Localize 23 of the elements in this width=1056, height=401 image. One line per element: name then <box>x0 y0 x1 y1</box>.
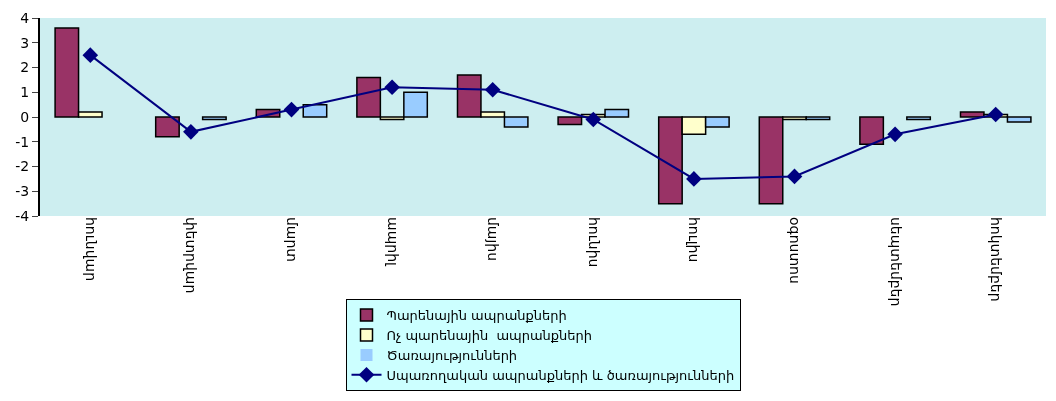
y-tick-label: -2 <box>15 158 30 175</box>
legend-label: Ոչ պարենային ապրանքների <box>386 328 593 344</box>
legend-label: Պարենային ապրանքների <box>386 308 567 324</box>
x-tick-label: հոկտեմբեր <box>988 217 1005 302</box>
x-tick-label: հունվար <box>82 217 99 282</box>
y-tick-label: 4 <box>20 9 30 26</box>
legend-label: Սպառողական ապրանքների և ծառայությունների <box>386 367 735 383</box>
y-tick-label: -1 <box>15 133 30 150</box>
y-tick-label: 2 <box>20 59 30 76</box>
y-tick-label: -3 <box>15 183 30 200</box>
x-tick-label: փետրվար <box>183 217 200 294</box>
y-tick-label: 0 <box>20 108 30 125</box>
y-tick-label: 3 <box>20 34 30 51</box>
x-tick-label: հուլիս <box>686 217 703 263</box>
x-tick-label: մայիս <box>485 217 502 262</box>
x-tick-label: հունիս <box>585 217 602 268</box>
y-tick-label: 1 <box>20 84 30 101</box>
x-tick-label: ապրիլ <box>384 217 401 268</box>
x-tick-label: օգոստոս <box>786 217 803 284</box>
x-tick-label: մարտ <box>283 217 300 263</box>
legend-label: Ծառայությունների <box>386 347 518 363</box>
y-tick-label: -4 <box>15 207 30 224</box>
x-tick-label: սեպտեմբեր <box>887 217 904 307</box>
